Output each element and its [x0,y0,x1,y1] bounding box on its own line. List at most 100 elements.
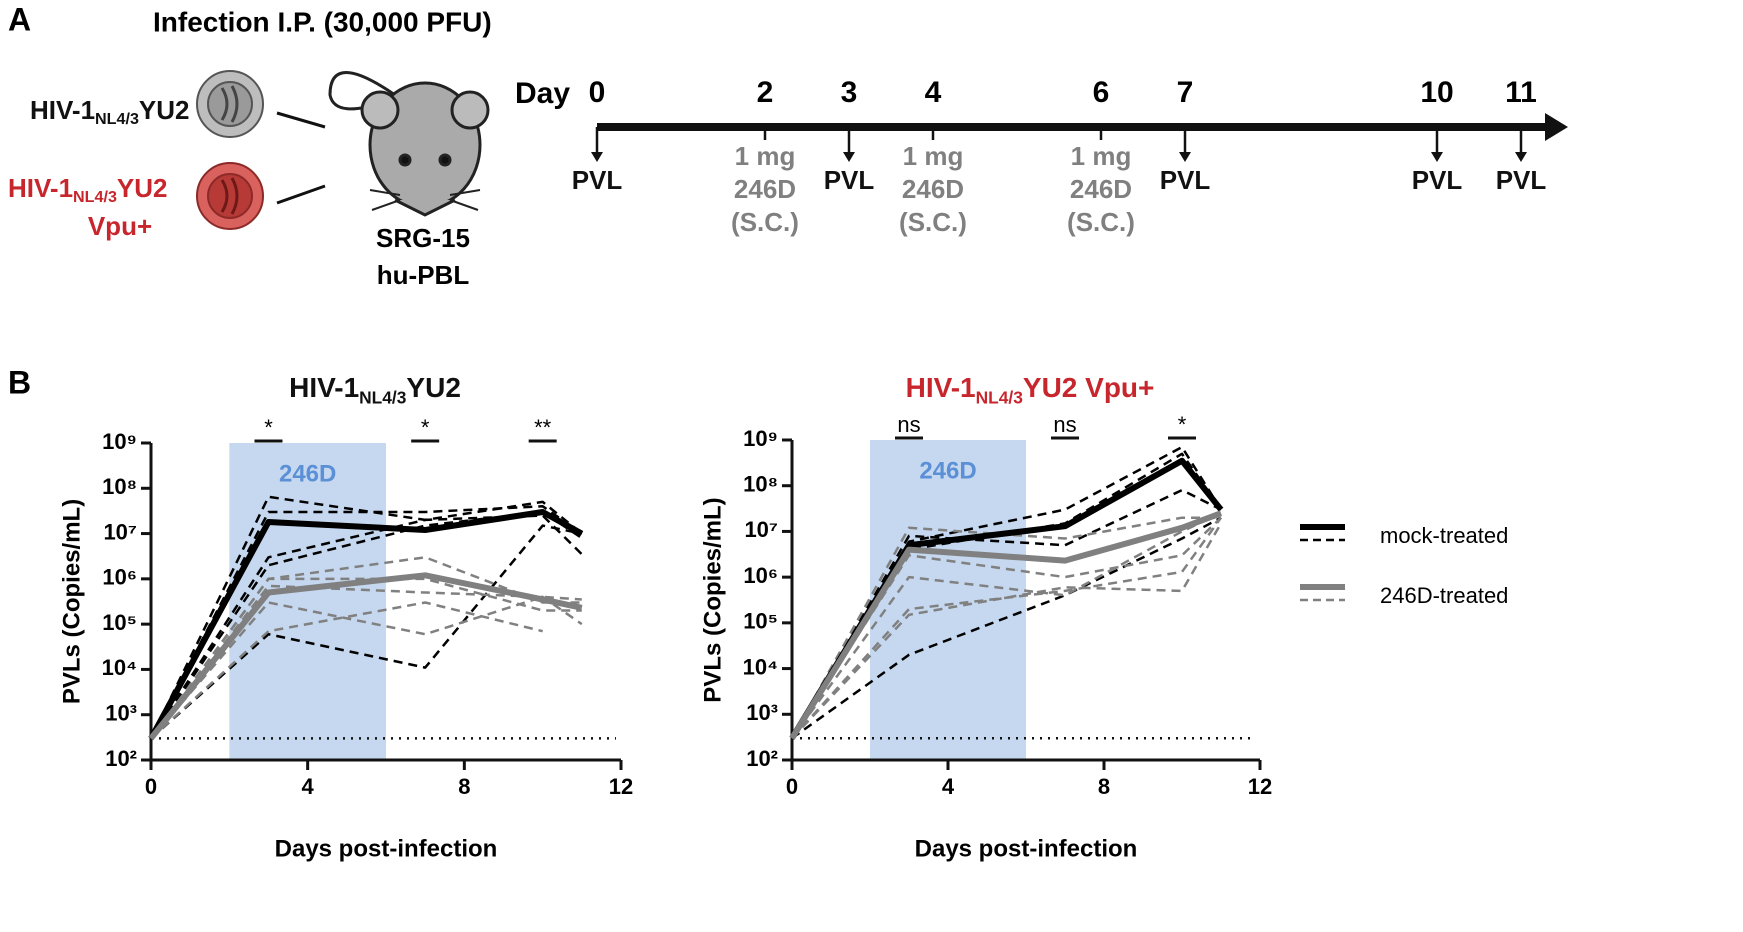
y-tick-label: 10² [105,746,137,771]
timeline-event: PVL [824,165,875,195]
y-tick-label: 10² [746,746,778,771]
x-tick-label: 8 [458,774,470,799]
y-axis-label: PVLs (Copies/mL) [58,499,85,704]
legend: mock-treated 246D-treated [1300,523,1508,608]
shade-label: 246D [919,457,976,484]
mouse-icon [328,71,490,217]
timeline-event: 246D [1070,174,1132,204]
timeline-event: 246D [902,174,964,204]
y-tick-label: 10³ [105,701,137,726]
y-tick-label: 10⁸ [743,472,778,497]
label-subscript: NL4/3 [73,188,117,206]
timeline-event: PVL [572,165,623,195]
individual-line [791,522,1223,740]
x-tick-label: 4 [942,774,955,799]
virus-icon [196,70,264,138]
timeline-event: (S.C.) [731,207,799,237]
significance-label: * [264,415,273,440]
label-part: YU2 [117,173,168,203]
panel-label: B [8,364,31,400]
timeline-event: (S.C.) [1067,207,1135,237]
timeline-day: 3 [841,76,858,109]
label-part: HIV-1 [906,372,976,403]
label-text: HIV-1NL4/3YU2 [30,95,189,128]
label-part: HIV-1 [8,173,73,203]
timeline-event: 246D [734,174,796,204]
label-part: HIV-1 [30,95,95,125]
significance-label: * [1178,412,1187,437]
label-text: HIV-1NL4/3YU2 [8,173,167,206]
individual-line [791,516,1222,740]
significance-label: * [421,415,430,440]
y-tick-label: 10⁷ [744,517,778,542]
individual-line [150,524,583,740]
individual-line [790,516,1222,739]
label-part: HIV-1 [289,372,359,403]
label-text: HIV-1NL4/3YU2 Vpu+ [906,372,1155,407]
y-tick-label: 10⁹ [743,426,778,451]
x-axis-label: Days post-infection [915,835,1138,862]
timeline-event: PVL [1160,165,1211,195]
timeline-day: 6 [1093,76,1110,109]
individual-line [149,510,583,740]
y-tick-label: 10³ [746,700,778,725]
label-subscript: NL4/3 [95,110,139,128]
timeline-arrowhead [591,152,603,162]
timeline-arrowhead [843,152,855,162]
mean-line [148,572,583,741]
label-text: HIV-1NL4/3YU2 [289,372,461,407]
arrow [276,111,326,205]
y-tick-label: 10⁴ [102,655,137,680]
individual-line [790,516,1221,739]
timeline-label: Day [515,77,570,110]
individual-line [150,601,543,740]
x-tick-label: 8 [1098,774,1110,799]
timeline-event: (S.C.) [899,207,967,237]
significance-label: ns [1053,412,1076,437]
timeline-event: PVL [1496,165,1547,195]
shade-label: 246D [279,460,336,487]
label-part: YU2 [139,95,190,125]
timeline-day: 7 [1177,76,1194,109]
significance-label: ** [534,415,552,440]
timeline-arrowhead [1515,152,1527,162]
panel-label: A [8,1,31,37]
label-part: YU2 [406,372,460,403]
label-subscript: NL4/3 [359,387,407,407]
y-tick-label: 10⁶ [102,565,137,590]
timeline-day: 10 [1420,76,1453,109]
y-tick-label: 10⁵ [743,609,778,634]
individual-line [149,505,583,739]
timeline-event: 1 mg [1071,141,1132,171]
individual-line [791,516,1223,740]
timeline-event: 1 mg [735,141,796,171]
y-tick-label: 10⁷ [103,519,137,544]
mouse-label: SRG-15 [376,223,470,253]
x-tick-label: 12 [1248,774,1272,799]
timeline-arrowhead [1545,113,1568,141]
legend-label: 246D-treated [1380,583,1508,608]
mean-line [789,510,1223,740]
y-tick-label: 10⁵ [102,610,137,635]
timeline-day: 4 [925,76,942,109]
timeline-day: 0 [589,76,606,109]
x-tick-label: 0 [145,774,157,799]
timeline-day: 11 [1505,76,1537,109]
timeline-event: PVL [1412,165,1463,195]
y-tick-label: 10⁴ [743,654,778,679]
timeline-arrowhead [1431,152,1443,162]
timeline-day: 2 [757,76,774,109]
legend-label: mock-treated [1380,523,1508,548]
mouse-label: hu-PBL [377,260,470,290]
virus-label: Vpu+ [88,211,152,241]
mean-line [148,509,584,740]
x-tick-label: 4 [302,774,315,799]
x-axis-label: Days post-infection [275,835,498,862]
y-tick-label: 10⁹ [102,429,137,454]
y-tick-label: 10⁶ [743,563,778,588]
x-tick-label: 12 [609,774,633,799]
significance-label: ns [897,412,920,437]
label-part: YU2 Vpu+ [1023,372,1154,403]
infection-title: Infection I.P. (30,000 PFU) [153,6,492,37]
